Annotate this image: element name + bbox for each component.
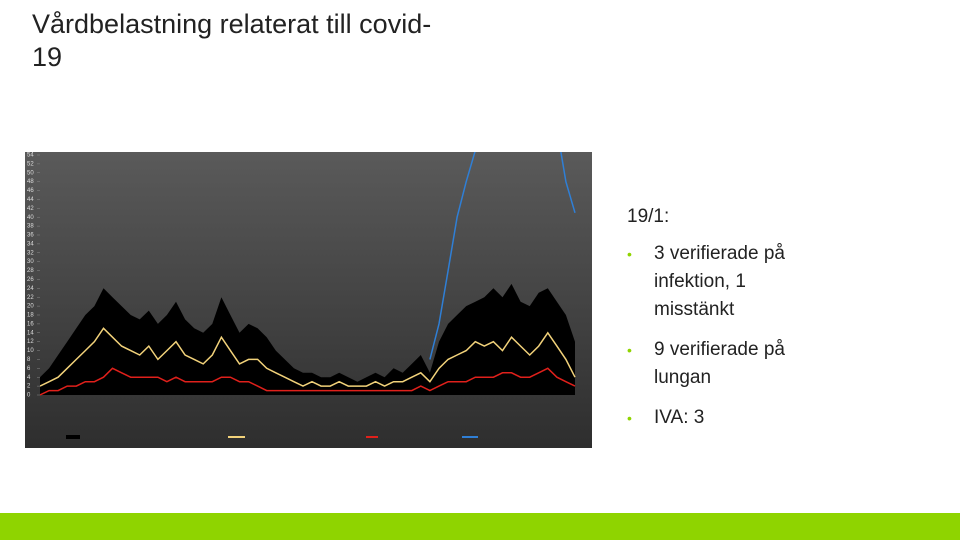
area [40, 283, 575, 395]
y-tick-label: 42 [27, 206, 34, 212]
y-tick-label: 12 [27, 339, 34, 345]
y-tick-label: 36 [27, 233, 34, 239]
legend-swatch [228, 436, 245, 438]
y-tick-label: 30 [27, 259, 34, 265]
y-tick-label: 46 [27, 188, 34, 194]
y-tick-label: 44 [27, 197, 34, 203]
notes-heading: 19/1: [627, 206, 670, 227]
y-tick-label: 26 [27, 277, 34, 283]
notes: 19/1: 3 verifierade på infektion, 1 miss… [627, 203, 817, 444]
y-tick-label: 32 [27, 250, 34, 256]
footer-bar [0, 513, 960, 540]
series-line [429, 152, 576, 360]
y-tick-label: 16 [27, 321, 34, 327]
y-tick-label: 20 [27, 304, 34, 310]
bullet: IVA: 3 [627, 404, 817, 432]
legend-swatch [366, 436, 378, 438]
y-tick-label: 8 [27, 357, 31, 363]
y-tick-label: 18 [27, 313, 34, 319]
y-tick-label: 10 [27, 348, 34, 354]
y-tick-label: 34 [27, 241, 34, 247]
y-tick-label: 48 [27, 179, 34, 185]
y-tick-label: 0 [27, 393, 31, 399]
y-tick-label: 38 [27, 224, 34, 230]
y-tick-label: 2 [27, 384, 31, 390]
legend-swatch [66, 435, 80, 439]
y-tick-label: 6 [27, 366, 31, 372]
y-tick-label: 22 [27, 295, 34, 301]
legend-swatch [462, 436, 478, 438]
y-tick-label: 50 [27, 170, 34, 176]
bullet-list: 3 verifierade på infektion, 1 misstänkt … [627, 240, 817, 432]
y-tick-label: 24 [27, 286, 34, 292]
y-tick-label: 54 [27, 153, 34, 159]
y-tick-label: 28 [27, 268, 34, 274]
chart: 0246810121416182022242628303234363840424… [25, 152, 592, 448]
series-line [40, 367, 576, 396]
series-line [40, 327, 576, 387]
y-tick-label: 40 [27, 215, 34, 221]
y-tick-label: 52 [27, 161, 34, 167]
bullet: 9 verifierade på lungan [627, 336, 817, 392]
slide-title: Vårdbelastning relaterat till covid-19 [32, 9, 432, 72]
bullet: 3 verifierade på infektion, 1 misstänkt [627, 240, 817, 324]
y-tick-label: 4 [27, 375, 31, 381]
y-tick-label: 14 [27, 330, 34, 336]
